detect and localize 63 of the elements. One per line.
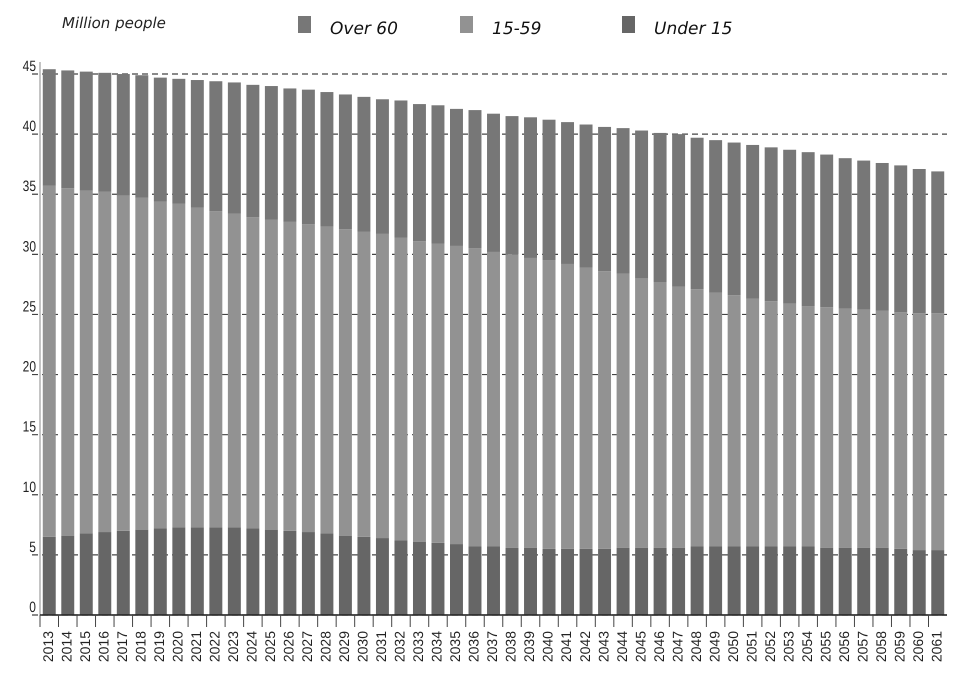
x-tick-label: 2045 <box>632 630 648 662</box>
x-tick-label: 2051 <box>743 630 760 662</box>
x-tick-label: 2019 <box>151 630 168 662</box>
x-tick-label: 2054 <box>798 630 815 662</box>
x-tick-label: 2032 <box>392 630 408 662</box>
y-tick-label: 15 <box>22 418 36 435</box>
y-tick-label: 40 <box>22 118 36 134</box>
legend-label: Over 60 <box>330 19 398 39</box>
x-tick-label: 2056 <box>836 630 852 662</box>
x-tick-label: 2016 <box>95 630 112 662</box>
x-tick-label: 2046 <box>650 630 667 662</box>
x-tick-label: 2049 <box>706 630 722 662</box>
y-tick-label: 25 <box>22 298 36 315</box>
x-tick-label: 2020 <box>170 630 186 662</box>
x-tick-label: 2059 <box>891 630 908 662</box>
x-tick-label: 2013 <box>40 630 56 662</box>
x-tick-label: 2039 <box>521 630 538 662</box>
x-tick-label: 2042 <box>576 630 593 662</box>
x-tick-label: 2041 <box>558 630 574 662</box>
x-tick-label: 2052 <box>762 630 778 662</box>
y-tick-label: 45 <box>22 58 36 74</box>
x-tick-label: 2036 <box>466 630 482 662</box>
x-tick-label: 2040 <box>540 630 556 662</box>
y-axis-title: Million people <box>62 14 166 32</box>
y-tick-label: 10 <box>22 478 36 496</box>
x-tick-label: 2022 <box>206 630 223 662</box>
y-tick-label: 35 <box>22 178 36 195</box>
y-tick-label: 0 <box>29 598 36 616</box>
legend-label: 15-59 <box>492 19 542 39</box>
x-tick-label: 2038 <box>502 630 519 662</box>
x-tick-label: 2024 <box>244 630 260 662</box>
x-tick-label: 2044 <box>614 630 630 662</box>
x-tick-label: 2026 <box>280 630 297 662</box>
x-tick-label: 2047 <box>669 630 686 662</box>
x-tick-label: 2057 <box>854 630 870 662</box>
x-tick-label: 2034 <box>428 630 445 662</box>
x-tick-label: 2058 <box>872 630 889 662</box>
legend-label: Under 15 <box>654 19 732 39</box>
x-tick-label: 2014 <box>58 630 74 662</box>
x-tick-label: 2028 <box>318 630 334 662</box>
x-tick-label: 2018 <box>132 630 149 662</box>
x-tick-label: 2015 <box>76 630 93 662</box>
x-tick-label: 2050 <box>724 630 741 662</box>
y-tick-label: 5 <box>29 538 36 556</box>
x-tick-label: 2060 <box>910 630 926 662</box>
x-tick-label: 2035 <box>447 630 464 662</box>
x-tick-label: 2031 <box>373 630 390 662</box>
x-tick-label: 2055 <box>817 630 834 662</box>
x-tick-label: 2061 <box>928 630 944 662</box>
x-tick-label: 2027 <box>299 630 316 662</box>
x-tick-label: 2030 <box>354 630 371 662</box>
x-tick-label: 2048 <box>688 630 704 662</box>
x-tick-label: 2021 <box>188 630 204 662</box>
y-tick-label: 20 <box>22 358 36 375</box>
x-tick-label: 2053 <box>780 630 796 662</box>
x-tick-label: 2025 <box>262 630 278 662</box>
x-tick-label: 2029 <box>336 630 352 662</box>
y-tick-label: 30 <box>22 238 36 255</box>
x-tick-label: 2037 <box>484 630 500 662</box>
x-tick-label: 2043 <box>595 630 612 662</box>
x-tick-label: 2017 <box>114 630 130 662</box>
x-tick-label: 2023 <box>225 630 242 662</box>
x-tick-label: 2033 <box>410 630 426 662</box>
